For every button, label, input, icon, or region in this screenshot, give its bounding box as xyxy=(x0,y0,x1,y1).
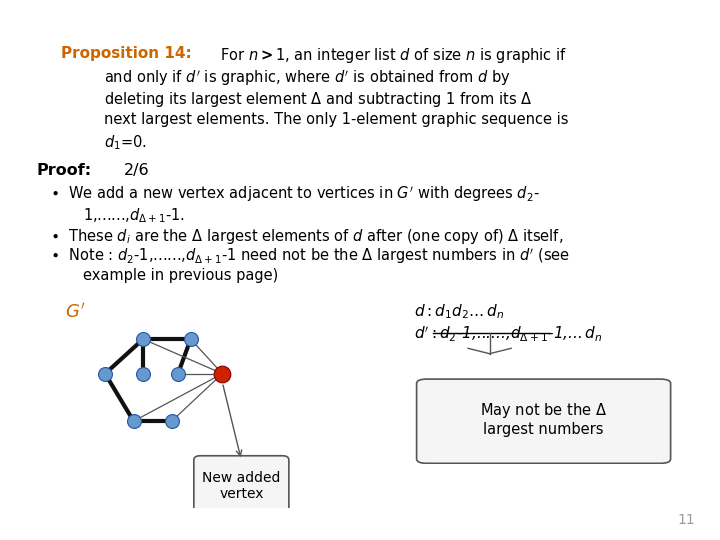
Text: next largest elements. The only 1-element graphic sequence is: next largest elements. The only 1-elemen… xyxy=(104,112,569,127)
FancyBboxPatch shape xyxy=(417,379,670,463)
Text: and only if $d'$ is graphic, where $d'$ is obtained from $d$ by: and only if $d'$ is graphic, where $d'$ … xyxy=(104,69,511,88)
Text: 11: 11 xyxy=(677,512,695,526)
Text: deleting its largest element $\Delta$ and subtracting 1 from its $\Delta$: deleting its largest element $\Delta$ an… xyxy=(104,90,533,109)
Text: $\bullet$  Note : $d_2$-1,......,$d_{\Delta+1}$-1 need not be the $\Delta$ large: $\bullet$ Note : $d_2$-1,......,$d_{\Del… xyxy=(50,247,570,266)
Text: $\bullet$  We add a new vertex adjacent to vertices in $G'$ with degrees $d_2$-: $\bullet$ We add a new vertex adjacent t… xyxy=(50,185,540,204)
Text: example in previous page): example in previous page) xyxy=(83,268,278,284)
Text: New added
vertex: New added vertex xyxy=(202,471,281,501)
Text: 2/6: 2/6 xyxy=(124,163,150,178)
Text: Proposition 14:: Proposition 14: xyxy=(61,46,192,61)
Text: $d_1$=0.: $d_1$=0. xyxy=(104,133,148,152)
FancyBboxPatch shape xyxy=(194,456,289,516)
Text: For $n$$\mathbf{>}$1, an integer list $d$ of size $n$ is graphic if: For $n$$\mathbf{>}$1, an integer list $d… xyxy=(220,46,567,65)
Text: Proof:: Proof: xyxy=(36,163,91,178)
Text: May not be the $\Delta$
largest numbers: May not be the $\Delta$ largest numbers xyxy=(480,401,607,437)
Text: $d : d_1 d_2 \ldots\, d_n$: $d : d_1 d_2 \ldots\, d_n$ xyxy=(414,302,504,321)
Text: $G'$: $G'$ xyxy=(65,302,85,321)
Text: $d' : d_2$-1,......,$d_{\Delta+1}$-1,...$\, d_n$: $d' : d_2$-1,......,$d_{\Delta+1}$-1,...… xyxy=(414,325,603,345)
Text: $\bullet$  These $d_i$ are the $\Delta$ largest elements of $d$ after (one copy : $\bullet$ These $d_i$ are the $\Delta$ l… xyxy=(50,227,564,246)
Text: 1,......,$d_{\Delta+1}$-1.: 1,......,$d_{\Delta+1}$-1. xyxy=(83,206,185,225)
